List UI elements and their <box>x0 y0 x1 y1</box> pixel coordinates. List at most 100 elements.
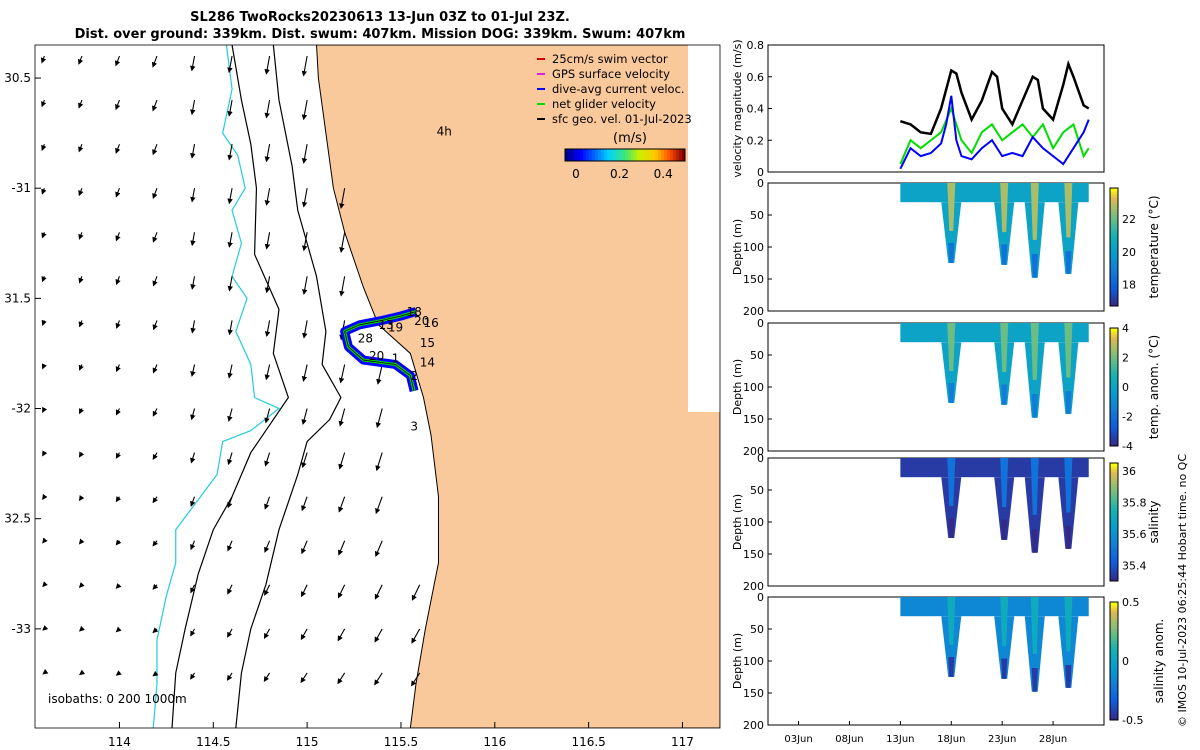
section-colorbar-tick-label: 22 <box>1122 213 1136 226</box>
current-arrow <box>374 672 383 686</box>
section-colorbar-cell <box>1110 226 1118 230</box>
current-arrow <box>152 452 158 460</box>
section-colorbar-cell <box>1110 560 1118 564</box>
section-colorbar-cell <box>1110 687 1118 691</box>
section-colorbar-cell <box>1110 578 1118 582</box>
section-dive-lower <box>1031 394 1038 418</box>
current-arrow <box>300 628 308 641</box>
current-arrow <box>41 232 47 239</box>
velocity-series-line <box>899 95 1090 170</box>
track-time-label: 28 <box>358 331 373 345</box>
depth-tick-label: 100 <box>743 516 764 529</box>
current-arrow <box>189 55 196 72</box>
section-colorbar-cell <box>1110 524 1118 529</box>
section-colorbar-cell <box>1110 425 1118 429</box>
map-colorbar-tick-label: 0.4 <box>654 167 673 181</box>
map-y-tick-label: 32.5 <box>4 512 31 526</box>
section-dive-lower <box>948 518 955 538</box>
map-y-tick-label: -33 <box>11 622 31 636</box>
current-arrow <box>151 55 158 68</box>
section-colorbar-cell <box>1110 235 1118 239</box>
depth-tick-label: 50 <box>750 484 764 497</box>
current-arrow <box>301 232 308 252</box>
section-dive-lower <box>1001 658 1008 679</box>
depth-tick-label: 150 <box>743 273 764 286</box>
current-arrow <box>42 625 49 631</box>
section-colorbar-cell <box>1110 643 1118 647</box>
section-dive-upper <box>1030 183 1039 240</box>
depth-tick-label: 200 <box>743 305 764 318</box>
current-arrow <box>376 364 383 385</box>
map-colorbar-tick-label: 0.2 <box>610 167 629 181</box>
current-arrow <box>115 452 121 459</box>
section-colorbar-cell <box>1110 536 1118 541</box>
current-arrow <box>190 99 196 116</box>
section-colorbar-cell <box>1110 303 1118 307</box>
section-dive-lower <box>948 383 955 403</box>
section-colorbar-cell <box>1110 395 1118 400</box>
depth-tick-label: 50 <box>750 623 764 636</box>
current-arrow <box>300 672 308 684</box>
map-colorbar-cell <box>607 149 611 161</box>
current-arrow <box>374 628 383 643</box>
current-arrow <box>338 452 346 470</box>
current-arrow <box>115 143 121 154</box>
current-arrow <box>78 538 85 545</box>
map-corner-blank <box>688 45 720 412</box>
map-colorbar-cell <box>604 149 608 161</box>
current-arrow <box>115 99 121 111</box>
map-colorbar-cell <box>640 149 644 161</box>
map-y-tick-label: 31.5 <box>4 291 31 305</box>
map-colorbar-cell <box>667 149 671 161</box>
section-colorbar-frame <box>1109 187 1119 307</box>
depth-tick-label: 50 <box>750 349 764 362</box>
section-dive-profile <box>994 202 1015 265</box>
current-arrow <box>227 452 233 466</box>
section-colorbar-cell <box>1110 387 1118 391</box>
section-colorbar-cell <box>1110 437 1118 441</box>
depth-axis-label: Depth (m) <box>731 219 744 275</box>
section-colorbar-cell <box>1110 646 1118 650</box>
current-arrow <box>374 584 383 600</box>
section-colorbar-cell <box>1110 208 1118 213</box>
section-colorbar-cell <box>1110 434 1118 438</box>
section-colorbar-cell <box>1110 542 1118 547</box>
section-colorbar-frame <box>1109 462 1119 582</box>
section-colorbar-frame <box>1109 601 1119 721</box>
section-colorbar-cell <box>1110 288 1118 292</box>
current-arrow <box>79 669 86 676</box>
section-colorbar-cell <box>1110 501 1118 505</box>
map-colorbar-cell <box>613 149 617 161</box>
section-colorbar-cell <box>1110 384 1118 388</box>
section-colorbar-cell <box>1110 631 1118 635</box>
section-colorbar-cell <box>1110 416 1118 420</box>
current-arrow <box>152 408 158 417</box>
current-arrow <box>152 540 159 547</box>
map-x-tick-label: 115.5 <box>384 735 418 749</box>
map-y-tick-label: 30.5 <box>4 71 31 85</box>
section-colorbar-cell <box>1110 336 1118 341</box>
current-arrow <box>264 232 271 250</box>
section-dive-profile <box>994 477 1015 540</box>
track-time-label: 20 <box>369 349 384 363</box>
section-colorbar-tick-label: 20 <box>1122 246 1136 259</box>
section-surface-layer <box>900 597 1089 617</box>
current-arrow <box>41 319 47 326</box>
section-colorbar-cell <box>1110 238 1118 242</box>
legend-label: sfc geo. vel. 01-Jul-2023 <box>552 112 692 126</box>
cyan-contour <box>152 45 281 728</box>
current-arrow <box>152 143 158 156</box>
current-arrow <box>264 99 271 119</box>
section-colorbar-cell <box>1110 519 1118 523</box>
current-arrow <box>115 320 121 329</box>
section-dive-upper <box>1064 458 1073 513</box>
section-dive-upper <box>1000 323 1009 373</box>
section-colorbar-cell <box>1110 613 1118 618</box>
section-colorbar-cell <box>1110 661 1118 665</box>
map-colorbar-cell <box>610 149 614 161</box>
current-arrow <box>264 452 271 467</box>
map-colorbar-cell <box>631 149 635 161</box>
section-dive-upper <box>1064 597 1073 652</box>
section-dive-profile <box>941 342 962 403</box>
current-arrow <box>301 584 308 598</box>
